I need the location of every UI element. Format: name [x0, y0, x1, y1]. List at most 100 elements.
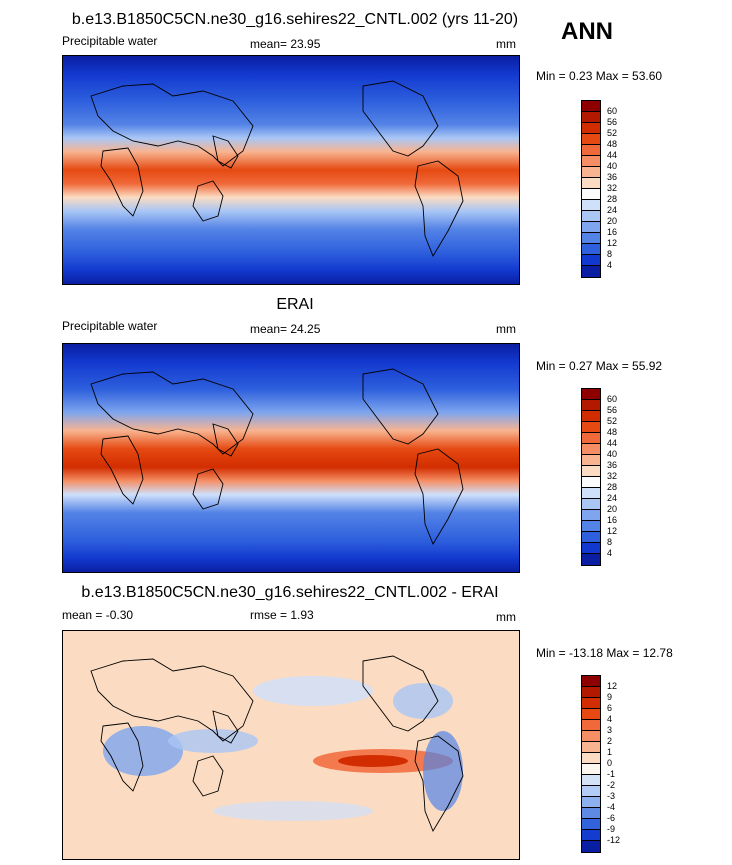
colorbar-segment: [582, 422, 600, 433]
panel3-rmse-label: rmse = 1.93: [250, 608, 314, 622]
panel1-mean-label: mean= 23.95: [250, 37, 321, 51]
panel3-tick: -3: [607, 791, 616, 801]
panel3-units: mm: [496, 610, 516, 624]
panel1-tick: 20: [607, 216, 618, 226]
colorbar-segment: [582, 709, 600, 720]
colorbar-segment: [582, 797, 600, 808]
colorbar-segment: [582, 775, 600, 786]
panel3-tick: -1: [607, 769, 616, 779]
panel1-tick: 16: [607, 227, 618, 237]
panel2-minmax: Min = 0.27 Max = 55.92: [536, 359, 663, 373]
colorbar-segment: [582, 819, 600, 830]
colorbar-segment: [582, 244, 600, 255]
panel2-tick: 48: [607, 427, 618, 437]
panel1-tick: 4: [607, 260, 613, 270]
panel2-tick: 16: [607, 515, 618, 525]
colorbar-segment: [582, 255, 600, 266]
panel3-tick: 12: [607, 681, 618, 691]
colorbar-segment: [582, 698, 600, 709]
panel2-tick: 20: [607, 504, 618, 514]
colorbar-segment: [582, 554, 600, 565]
colorbar-segment: [582, 521, 600, 532]
colorbar-segment: [582, 510, 600, 521]
panel1-tick: 12: [607, 238, 618, 248]
panel1-colorbar: [581, 100, 601, 278]
colorbar-segment: [582, 222, 600, 233]
panel2-left-label: Precipitable water: [62, 319, 158, 333]
panel1-tick: 32: [607, 183, 618, 193]
panel3-title: b.e13.B1850C5CN.ne30_g16.sehires22_CNTL.…: [81, 584, 499, 601]
panel2-tick: 60: [607, 394, 618, 404]
colorbar-segment: [582, 477, 600, 488]
colorbar-segment: [582, 178, 600, 189]
colorbar-segment: [582, 455, 600, 466]
colorbar-segment: [582, 156, 600, 167]
panel2-tick: 4: [607, 548, 613, 558]
panel3-tick: 1: [607, 747, 613, 757]
panel3-tick: 0: [607, 758, 613, 768]
colorbar-segment: [582, 466, 600, 477]
panel3-tick: 4: [607, 714, 613, 724]
panel2-tick: 44: [607, 438, 618, 448]
colorbar-segment: [582, 123, 600, 134]
panel2-title: ERAI: [276, 296, 314, 313]
panel2-colorbar: [581, 388, 601, 566]
panel1-tick: 48: [607, 139, 618, 149]
panel2-map: [62, 343, 520, 573]
panel2-tick: 12: [607, 526, 618, 536]
panel3-map-svg: [63, 631, 519, 859]
colorbar-segment: [582, 167, 600, 178]
panel2-tick: 8: [607, 537, 613, 547]
colorbar-segment: [582, 543, 600, 554]
panel1-left-label: Precipitable water: [62, 34, 158, 48]
panel1-tick: 36: [607, 172, 618, 182]
panel3-tick: -2: [607, 780, 616, 790]
panel3-minmax: Min = -13.18 Max = 12.78: [536, 646, 673, 660]
colorbar-segment: [582, 786, 600, 797]
colorbar-segment: [582, 731, 600, 742]
colorbar-segment: [582, 101, 600, 112]
panel3-tick: -6: [607, 813, 616, 823]
colorbar-segment: [582, 266, 600, 277]
panel2-tick: 56: [607, 405, 618, 415]
panel3-mean-label: mean = -0.30: [62, 608, 134, 622]
panel1-tick: 8: [607, 249, 613, 259]
panel3-tick: -9: [607, 824, 616, 834]
colorbar-segment: [582, 532, 600, 543]
colorbar-segment: [582, 841, 600, 852]
panel3-tick: 9: [607, 692, 613, 702]
season-label: ANN: [561, 18, 613, 45]
panel1-tick: 40: [607, 161, 618, 171]
panel1-minmax: Min = 0.23 Max = 53.60: [536, 69, 663, 83]
colorbar-segment: [582, 411, 600, 422]
panel2-tick: 52: [607, 416, 618, 426]
colorbar-segment: [582, 145, 600, 156]
colorbar-segment: [582, 134, 600, 145]
panel1-title: b.e13.B1850C5CN.ne30_g16.sehires22_CNTL.…: [71, 11, 519, 28]
colorbar-segment: [582, 753, 600, 764]
panel1-tick: 56: [607, 117, 618, 127]
panel1-tick: 44: [607, 150, 618, 160]
panel2-tick: 24: [607, 493, 618, 503]
panel1-tick: 28: [607, 194, 618, 204]
panel3-colorbar: [581, 675, 601, 853]
panel2-map-svg: [63, 344, 519, 572]
panel2-mean-label: mean= 24.25: [250, 322, 321, 336]
panel1-tick: 60: [607, 106, 618, 116]
panel3-tick: 2: [607, 736, 613, 746]
panel2-tick: 32: [607, 471, 618, 481]
colorbar-segment: [582, 189, 600, 200]
panel2-tick: 40: [607, 449, 618, 459]
colorbar-segment: [582, 488, 600, 499]
colorbar-segment: [582, 764, 600, 775]
colorbar-segment: [582, 742, 600, 753]
colorbar-segment: [582, 808, 600, 819]
colorbar-segment: [582, 211, 600, 222]
panel2-tick: 28: [607, 482, 618, 492]
panel1-map-svg: [63, 56, 519, 284]
panel2-units: mm: [496, 322, 516, 336]
colorbar-segment: [582, 233, 600, 244]
colorbar-segment: [582, 687, 600, 698]
colorbar-segment: [582, 200, 600, 211]
panel1-map: [62, 55, 520, 285]
